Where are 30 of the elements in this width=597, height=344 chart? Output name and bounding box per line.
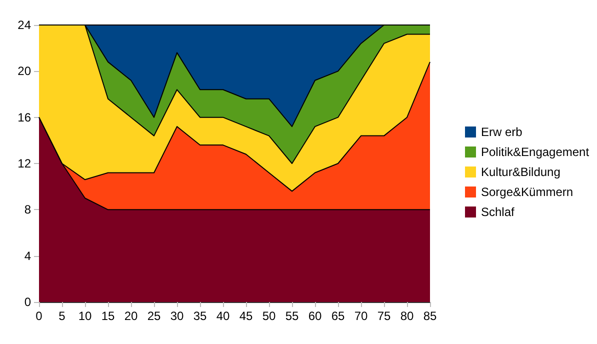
x-tick-label: 20 [124,309,138,323]
x-tick-label: 75 [377,309,391,323]
x-tick-label: 85 [423,309,437,323]
x-tick-label: 5 [58,309,66,323]
legend-label: Kultur&Bildung [481,165,560,179]
x-tick-label: 0 [36,309,43,323]
x-tick-label: 15 [101,309,115,323]
x-tick-label: 35 [193,309,207,323]
legend-label: Schlaf [481,205,516,219]
y-tick-label: 4 [24,248,32,263]
x-tick-label: 45 [239,309,253,323]
x-tick-label: 25 [147,309,161,323]
legend-label: Politik&Engagement [481,145,590,159]
x-tick-label: 30 [170,309,184,323]
legend-label: Sorge&Kümmern [481,185,574,199]
y-tick-label: 16 [18,110,32,124]
x-tick-label: 60 [308,309,322,323]
x-tick-label: 50 [262,309,276,323]
x-tick-label: 55 [285,309,299,323]
y-tick-label: 12 [18,156,32,170]
x-tick-label: 70 [354,309,368,323]
y-tick-label: 8 [24,202,32,217]
x-tick-label: 65 [331,309,345,323]
x-tick-label: 40 [216,309,230,323]
x-tick-label: 80 [400,309,414,323]
y-tick-label: 20 [18,64,32,78]
legend-label: Erw erb [481,125,523,139]
y-tick-label: 0 [24,295,32,309]
x-tick-label: 10 [78,309,92,323]
y-tick-label: 24 [18,18,32,32]
